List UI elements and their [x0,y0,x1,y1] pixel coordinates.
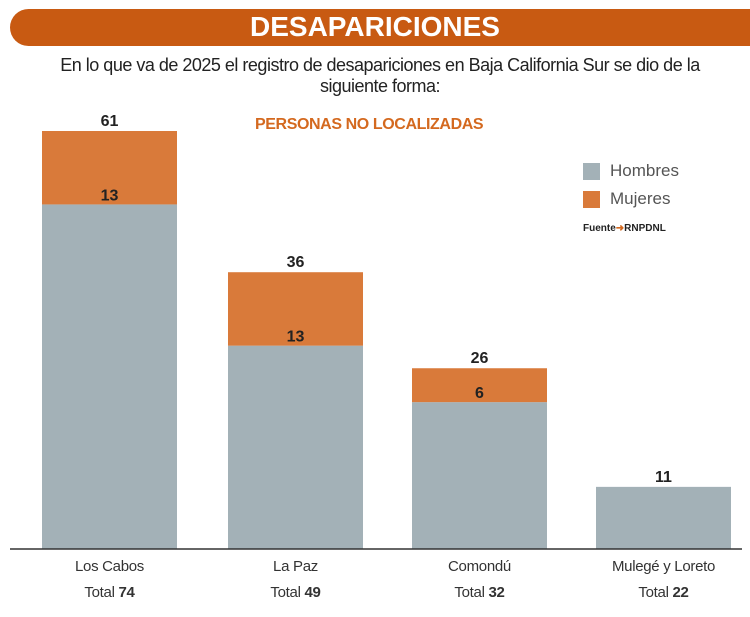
legend-label: Hombres [610,161,679,180]
legend-swatch-mujeres [583,190,600,208]
data-label-top: 61 [101,113,119,130]
legend-item-hombres: Hombres [583,161,679,181]
total-label: Total 32 [454,584,505,601]
subtitle-line-2: siguiente forma: [319,76,441,96]
arrow-icon: ➜ [615,223,625,234]
legend-item-mujeres: Mujeres [583,189,670,209]
bar-mujeres [412,368,547,403]
source-note: Fuente➜RNPDNL [583,223,666,234]
x-tick-label: La Paz [273,558,318,575]
data-label-hombres: 13 [287,329,305,346]
bar-mujeres [228,272,363,346]
chart-title: PERSONAS NO LOCALIZADAS [255,116,484,133]
total-label: Total 49 [270,584,321,601]
page-title: DESAPARICIONES [250,11,500,42]
source-label: Fuente [583,223,616,234]
subtitle: En lo que va de 2025 el registro de desa… [20,55,740,97]
subtitle-line-1: En lo que va de 2025 el registro de desa… [60,55,700,75]
legend-label: Mujeres [610,189,671,208]
legend-swatch-hombres [583,162,600,180]
bar-hombres [596,486,731,549]
data-label-top: 26 [471,350,489,367]
x-tick-label: Los Cabos [74,558,144,575]
total-label: Total 74 [84,584,135,601]
data-label-hombres: 6 [475,385,484,402]
data-label-top: 36 [287,254,305,271]
source-value: RNPDNL [624,223,666,234]
data-label-top: 11 [655,469,672,486]
bar-hombres [42,204,177,549]
total-label: Total 22 [638,584,689,601]
header-band [10,9,750,46]
x-tick-label: Comondú [448,558,511,575]
bar-mujeres [42,131,177,205]
bar-hombres [228,345,363,549]
data-label-hombres: 13 [101,187,119,204]
x-tick-label: Mulegé y Loreto [611,558,716,575]
bar-hombres [412,402,547,549]
